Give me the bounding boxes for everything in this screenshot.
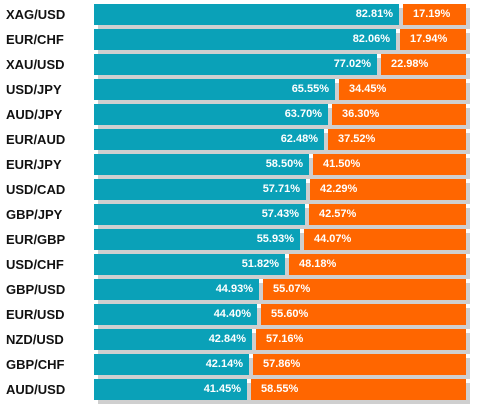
- long-bar: 62.48%: [94, 129, 324, 150]
- long-bar: 51.82%: [94, 254, 285, 275]
- long-bar: 77.02%: [94, 54, 377, 75]
- short-bar: 34.45%: [339, 79, 466, 100]
- long-bar: 57.71%: [94, 179, 306, 200]
- bar-row: EUR/AUD 62.48% 37.52%: [0, 127, 480, 154]
- bar-row: USD/CHF 51.82% 48.18%: [0, 252, 480, 279]
- bar-row: GBP/USD 44.93% 55.07%: [0, 277, 480, 304]
- category-label: AUD/USD: [6, 382, 66, 397]
- bar-row: EUR/GBP 55.93% 44.07%: [0, 227, 480, 254]
- short-bar: 58.55%: [251, 379, 466, 400]
- bar-row: GBP/CHF 42.14% 57.86%: [0, 352, 480, 379]
- long-bar: 82.06%: [94, 29, 396, 50]
- bar-row: EUR/JPY 58.50% 41.50%: [0, 152, 480, 179]
- long-bar: 41.45%: [94, 379, 247, 400]
- category-label: GBP/CHF: [6, 357, 65, 372]
- category-label: EUR/GBP: [6, 232, 66, 247]
- short-bar: 48.18%: [289, 254, 466, 275]
- category-label: USD/JPY: [6, 82, 62, 97]
- short-bar: 55.07%: [263, 279, 466, 300]
- short-bar: 17.94%: [400, 29, 466, 50]
- bar-row: AUD/USD 41.45% 58.55%: [0, 377, 480, 404]
- category-label: XAU/USD: [6, 57, 65, 72]
- bar-row: EUR/USD 44.40% 55.60%: [0, 302, 480, 329]
- category-label: USD/CHF: [6, 257, 64, 272]
- category-label: NZD/USD: [6, 332, 64, 347]
- long-bar: 42.14%: [94, 354, 249, 375]
- category-label: EUR/USD: [6, 307, 65, 322]
- category-label: USD/CAD: [6, 182, 66, 197]
- long-bar: 42.84%: [94, 329, 252, 350]
- bar-row: NZD/USD 42.84% 57.16%: [0, 327, 480, 354]
- category-label: AUD/JPY: [6, 107, 63, 122]
- long-bar: 44.93%: [94, 279, 259, 300]
- short-bar: 42.29%: [310, 179, 466, 200]
- long-bar: 63.70%: [94, 104, 328, 125]
- long-bar: 58.50%: [94, 154, 309, 175]
- short-bar: 57.16%: [256, 329, 466, 350]
- category-label: XAG/USD: [6, 7, 66, 22]
- category-label: GBP/USD: [6, 282, 66, 297]
- short-bar: 55.60%: [261, 304, 466, 325]
- short-bar: 57.86%: [253, 354, 466, 375]
- category-label: GBP/JPY: [6, 207, 63, 222]
- short-bar: 36.30%: [332, 104, 466, 125]
- bar-row: EUR/CHF 82.06% 17.94%: [0, 27, 480, 54]
- bar-row: GBP/JPY 57.43% 42.57%: [0, 202, 480, 229]
- long-bar: 44.40%: [94, 304, 257, 325]
- long-bar: 82.81%: [94, 4, 399, 25]
- category-label: EUR/CHF: [6, 32, 64, 47]
- long-bar: 57.43%: [94, 204, 305, 225]
- bar-row: USD/CAD 57.71% 42.29%: [0, 177, 480, 204]
- bar-row: AUD/JPY 63.70% 36.30%: [0, 102, 480, 129]
- long-bar: 65.55%: [94, 79, 335, 100]
- bar-row: XAU/USD 77.02% 22.98%: [0, 52, 480, 79]
- category-label: EUR/JPY: [6, 157, 62, 172]
- short-bar: 37.52%: [328, 129, 466, 150]
- category-label: EUR/AUD: [6, 132, 66, 147]
- long-bar: 55.93%: [94, 229, 300, 250]
- bar-row: USD/JPY 65.55% 34.45%: [0, 77, 480, 104]
- short-bar: 42.57%: [309, 204, 466, 225]
- short-bar: 17.19%: [403, 4, 466, 25]
- short-bar: 44.07%: [304, 229, 466, 250]
- short-bar: 22.98%: [381, 54, 466, 75]
- short-bar: 41.50%: [313, 154, 466, 175]
- bar-row: XAG/USD 82.81% 17.19%: [0, 2, 480, 29]
